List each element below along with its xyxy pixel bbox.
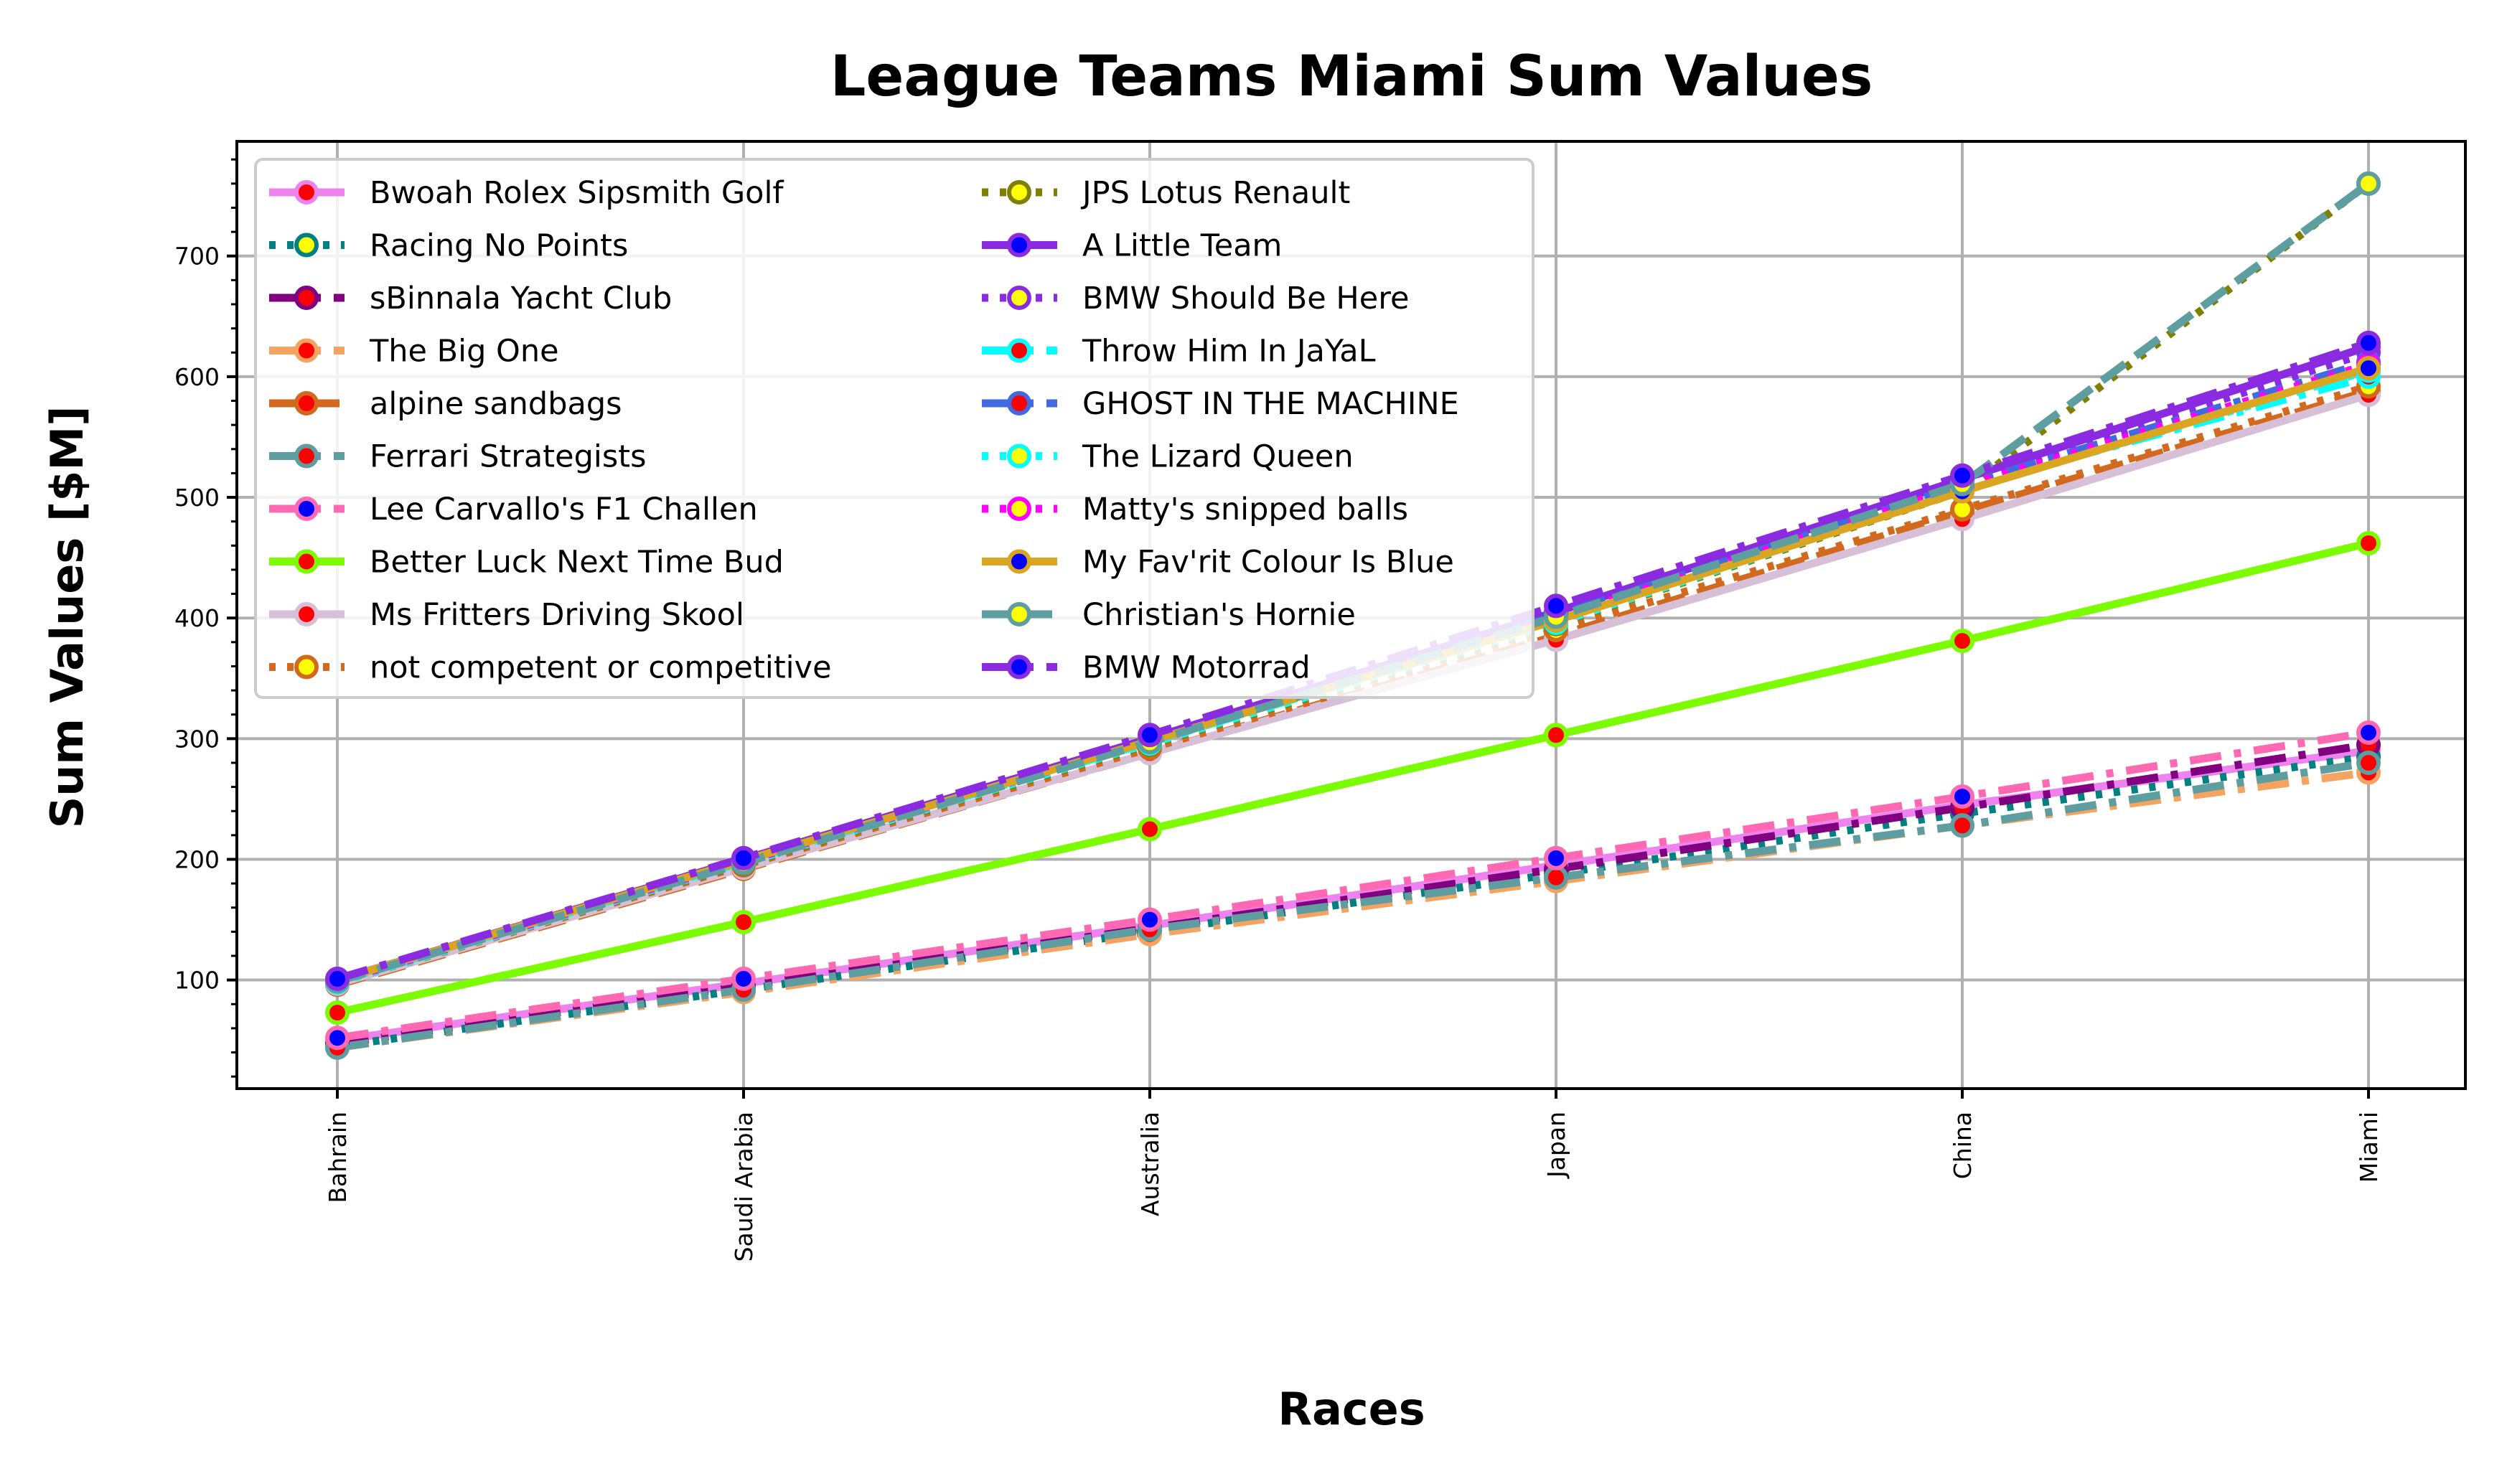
legend-marker bbox=[294, 497, 319, 521]
data-point-marker bbox=[731, 966, 756, 991]
data-point-marker bbox=[731, 909, 756, 934]
legend-entry-label: The Big One bbox=[369, 334, 559, 370]
data-point-marker bbox=[1950, 629, 1974, 654]
legend-marker bbox=[294, 654, 319, 680]
data-point-marker bbox=[1544, 723, 1568, 748]
series-line bbox=[336, 539, 2370, 1017]
x-tick-label: China bbox=[1949, 1112, 1977, 1179]
legend-entry-label: Lee Carvallo's F1 Challen bbox=[370, 492, 758, 527]
legend-marker bbox=[294, 180, 319, 205]
legend-marker bbox=[1007, 286, 1031, 310]
legend-entry-label: not competent or competitive bbox=[370, 650, 832, 686]
legend-marker bbox=[1007, 497, 1031, 521]
legend-box bbox=[254, 158, 1535, 699]
legend-marker bbox=[1007, 549, 1031, 574]
legend-marker bbox=[294, 602, 319, 626]
series-line bbox=[337, 728, 2369, 1042]
data-point-marker bbox=[731, 845, 756, 870]
chart-title: League Teams Miami Sum Values bbox=[830, 44, 1873, 109]
y-tick-label: 100 bbox=[174, 967, 220, 995]
x-tick-label: Australia bbox=[1136, 1112, 1164, 1216]
legend-marker bbox=[294, 233, 319, 258]
legend-marker bbox=[294, 443, 319, 469]
legend-entry-label: sBinnala Yacht Club bbox=[370, 281, 672, 316]
legend-marker bbox=[1007, 602, 1031, 626]
x-tick-label: Bahrain bbox=[324, 1112, 352, 1203]
legend-marker bbox=[1007, 180, 1031, 205]
x-tick-label: Japan bbox=[1542, 1112, 1570, 1179]
data-point-marker bbox=[1138, 907, 1162, 932]
data-point-marker bbox=[1138, 817, 1162, 842]
legend-marker bbox=[294, 391, 319, 415]
x-axis-label: Races bbox=[1278, 1383, 1425, 1435]
legend-marker bbox=[294, 549, 319, 574]
legend-marker bbox=[294, 338, 319, 363]
legend-entry-label: Racing No Points bbox=[370, 228, 628, 264]
legend-entry-label: The Lizard Queen bbox=[1082, 439, 1354, 475]
legend-entry-label: Ferrari Strategists bbox=[370, 439, 647, 475]
legend-entry-label: Throw Him In JaYaL bbox=[1082, 334, 1376, 370]
data-point-marker bbox=[325, 1000, 350, 1025]
y-tick-label: 500 bbox=[174, 484, 220, 512]
legend-entry-label: My Fav'rit Colour Is Blue bbox=[1082, 545, 1454, 581]
legend-marker bbox=[1007, 391, 1031, 415]
data-point-marker bbox=[2356, 171, 2381, 196]
data-point-marker bbox=[2356, 750, 2381, 775]
data-point-marker bbox=[325, 966, 350, 991]
y-tick-label: 400 bbox=[174, 604, 220, 632]
legend-entry-label: GHOST IN THE MACHINE bbox=[1082, 386, 1459, 422]
legend-entry-label: Ms Fritters Driving Skool bbox=[370, 597, 744, 633]
data-point-marker bbox=[2356, 530, 2381, 555]
legend-entry-label: Better Luck Next Time Bud bbox=[370, 545, 784, 581]
legend-marker bbox=[1007, 443, 1031, 469]
y-tick-label: 700 bbox=[174, 243, 220, 271]
legend-marker bbox=[1007, 654, 1031, 680]
y-tick-label: 200 bbox=[174, 846, 220, 874]
data-point-marker bbox=[1544, 845, 1568, 870]
data-point-marker bbox=[1950, 463, 1974, 488]
data-point-marker bbox=[1950, 784, 1974, 809]
legend: Bwoah Rolex Sipsmith Golf Racing No Point… bbox=[254, 158, 1535, 699]
legend-entry-label: alpine sandbags bbox=[370, 386, 622, 422]
data-point-marker bbox=[1950, 813, 1974, 838]
legend-entry-label: Matty's snipped balls bbox=[1082, 492, 1408, 527]
legend-entry-label: BMW Motorrad bbox=[1082, 650, 1311, 686]
x-tick-label: Miami bbox=[2355, 1112, 2383, 1183]
data-point-marker bbox=[2356, 720, 2381, 745]
legend-entry-label: Christian's Hornie bbox=[1082, 597, 1356, 633]
series-line bbox=[337, 759, 2369, 1052]
legend-entry-label: Bwoah Rolex Sipsmith Golf bbox=[370, 175, 784, 211]
legend-entry-label: A Little Team bbox=[1082, 228, 1282, 264]
data-point-marker bbox=[1544, 593, 1568, 619]
y-axis-label: Sum Values [$M] bbox=[41, 406, 93, 829]
axes: Bahrain Saudi Arabia Australia Japan China Mi… bbox=[174, 140, 2467, 1262]
legend-marker bbox=[294, 286, 319, 310]
series-line bbox=[336, 382, 2370, 987]
x-tick-label: Saudi Arabia bbox=[730, 1112, 758, 1262]
y-tick-label: 300 bbox=[174, 725, 220, 753]
plot-frame bbox=[235, 140, 2467, 1090]
legend-entry-label: JPS Lotus Renault bbox=[1080, 175, 1350, 211]
data-point-marker bbox=[2356, 330, 2381, 355]
legend-entry-label: BMW Should Be Here bbox=[1082, 281, 1409, 316]
data-point-marker bbox=[2356, 356, 2381, 381]
legend-marker bbox=[1007, 233, 1031, 258]
y-tick-label: 600 bbox=[174, 363, 220, 391]
data-point-marker bbox=[1544, 865, 1568, 890]
legend-marker bbox=[1007, 338, 1031, 363]
data-point-marker bbox=[325, 1025, 350, 1051]
data-point-marker bbox=[1138, 723, 1162, 748]
series-line bbox=[336, 180, 2371, 985]
